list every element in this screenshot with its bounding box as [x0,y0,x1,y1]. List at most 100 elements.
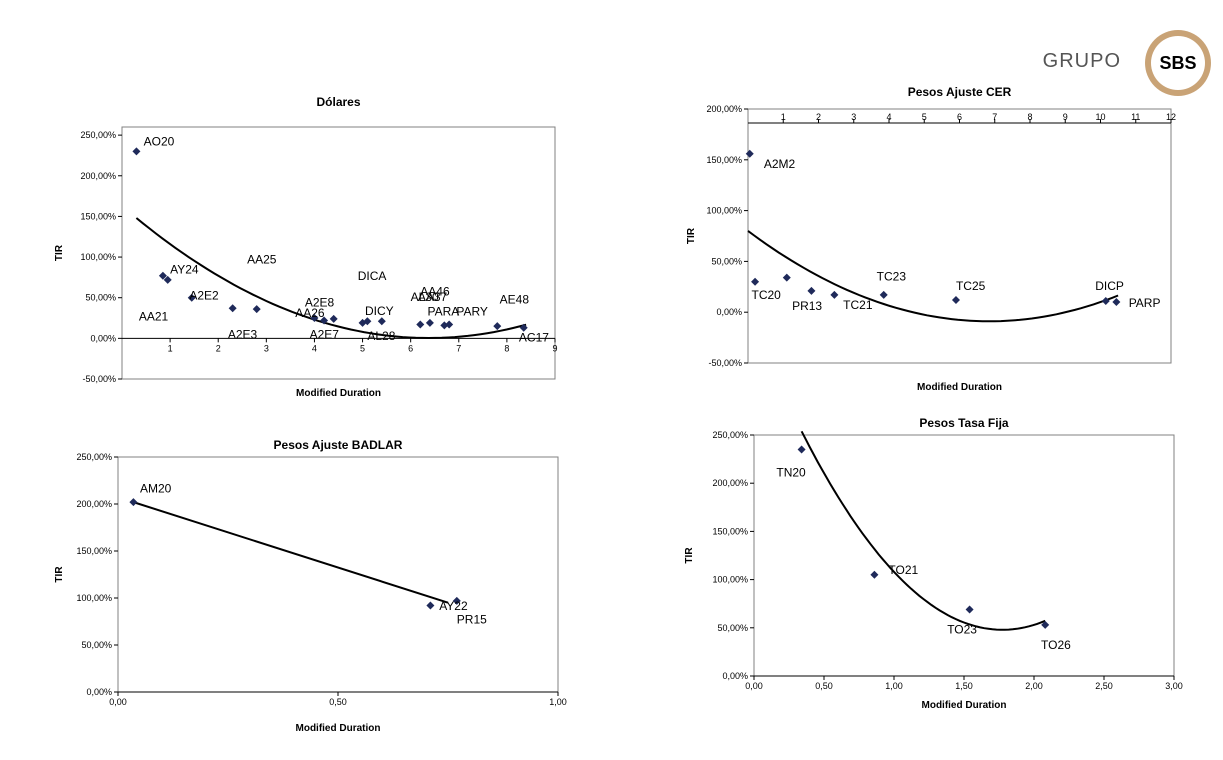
point-label: A2E7 [310,327,340,341]
data-point [797,445,806,454]
data-point [782,273,791,282]
data-point [830,290,839,299]
point-label: PR13 [792,299,822,313]
trendline [133,501,449,604]
data-point [363,317,372,326]
chart-dolares: Dólares Modified Duration TIR -50,00% 0,00% 5… [54,95,558,399]
y-tick-label: 0,00% [716,307,742,317]
x-tick-label: 11 [1131,112,1140,122]
y-tick-label: 0,00% [90,333,116,343]
data-point [519,323,528,332]
x-tick-label: 9 [1063,112,1068,122]
y-tick-label: 200,00% [706,104,742,114]
trendline [800,430,1046,631]
data-point [228,304,237,313]
point-label: AC17 [519,331,549,345]
point-label: TO23 [947,623,977,637]
x-tick-label: 0,50 [329,697,347,707]
y-tick-label: 100,00% [712,575,748,585]
x-tick-label: 1,00 [549,697,567,707]
trendline [747,230,1119,323]
x-tick-label: 0,50 [815,681,833,691]
data-point [132,147,141,156]
y-tick-label: 150,00% [712,526,748,536]
logo-word: GRUPO [1042,50,1121,72]
x-tick-label: 0,00 [109,697,127,707]
data-point [310,314,319,323]
x-tick-label: 7 [456,343,461,353]
data-point [1112,298,1121,307]
x-tick-label: 3 [851,112,856,122]
y-tick-label: 50,00% [85,293,116,303]
point-label: A2E2 [189,288,219,302]
x-tick-label: 3,00 [1165,681,1183,691]
point-label: DICY [365,304,394,318]
plot-area [747,108,1172,364]
point-label: AA46 [420,284,450,298]
y-tick-label: 50,00% [717,623,748,633]
x-tick-label: 4 [886,112,891,122]
y-tick-label: 250,00% [76,452,112,462]
data-point [445,320,454,329]
point-label: TN20 [776,465,806,479]
y-tick-label: 100,00% [76,593,112,603]
x-tick-label: 6 [408,343,413,353]
x-axis-label: Modified Duration [296,723,381,734]
data-point [416,320,425,329]
x-tick-label: 2 [816,112,821,122]
plot-area [121,126,556,380]
y-tick-label: 200,00% [76,499,112,509]
point-label: AY22 [439,599,468,613]
grupo-sbs-logo: GRUPO SBS [1001,30,1211,96]
chart-cer: Pesos Ajuste CER Modified Duration TIR -50,… [686,85,1176,393]
y-tick-label: 100,00% [706,206,742,216]
x-tick-label: 4 [312,343,317,353]
x-tick-label: 2 [216,343,221,353]
y-tick-label: -50,00% [82,374,116,384]
x-tick-label: 1 [781,112,786,122]
y-tick-label: 200,00% [80,171,116,181]
y-tick-label: 100,00% [80,252,116,262]
x-axis-label: Modified Duration [922,700,1007,711]
chart-title: Pesos Ajuste BADLAR [274,438,403,452]
y-axis-label: TIR [54,244,65,261]
point-label: AA26 [295,306,325,320]
point-label: A2E3 [228,327,258,341]
point-label: TC21 [843,298,873,312]
x-tick-label: 9 [552,343,557,353]
x-tick-label: 8 [504,343,509,353]
point-label: A2M2 [764,157,796,171]
y-axis-label: TIR [686,227,697,244]
point-label: TC25 [956,279,986,293]
point-label: TC20 [752,288,782,302]
x-tick-label: 12 [1166,112,1176,122]
y-tick-label: 250,00% [712,430,748,440]
x-tick-label: 0,00 [745,681,763,691]
y-tick-label: 50,00% [711,256,742,266]
data-point [965,605,974,614]
data-point [751,277,760,286]
point-label: TC23 [877,270,907,284]
point-label: PR15 [457,612,487,626]
data-point [452,596,461,605]
data-point [320,316,329,325]
point-label: PARP [1129,296,1161,310]
y-tick-label: 0,00% [86,687,112,697]
data-point [158,271,167,280]
x-tick-label: 7 [992,112,997,122]
x-tick-label: 1,00 [885,681,903,691]
x-tick-label: 2,50 [1095,681,1113,691]
point-label: AL30 [411,290,439,304]
y-tick-label: 150,00% [76,546,112,556]
x-tick-label: 8 [1027,112,1032,122]
point-label: AA37 [418,290,448,304]
data-point [426,601,435,610]
x-axis-label: Modified Duration [917,382,1002,393]
point-label: TO26 [1041,638,1071,652]
x-tick-label: 1 [168,343,173,353]
point-label: PARY [456,305,488,319]
x-tick-label: 3 [264,343,269,353]
chart-title: Pesos Tasa Fija [919,416,1008,430]
y-axis-label: TIR [684,547,695,564]
